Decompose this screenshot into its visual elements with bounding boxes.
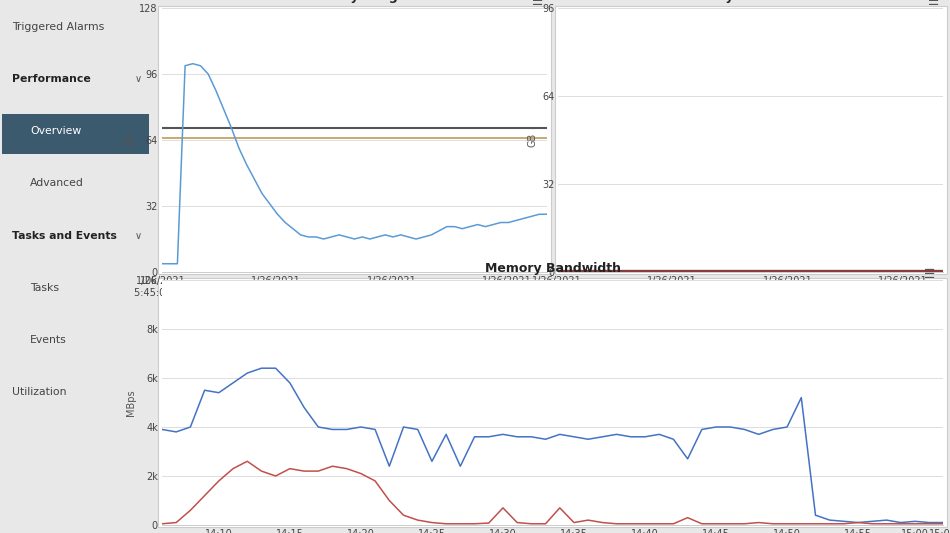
Text: ∨: ∨: [135, 231, 142, 240]
Text: ∨: ∨: [135, 74, 142, 84]
Text: ☰: ☰: [928, 0, 940, 8]
Text: Performance: Performance: [12, 74, 91, 84]
Text: Tasks and Events: Tasks and Events: [12, 231, 117, 240]
Y-axis label: GB: GB: [125, 133, 135, 147]
Text: Tasks: Tasks: [30, 283, 59, 293]
Text: ☰: ☰: [924, 268, 936, 281]
Text: Events: Events: [30, 335, 67, 345]
Title: Memory Usage: Memory Usage: [302, 0, 407, 3]
Y-axis label: MBps: MBps: [125, 389, 136, 416]
Text: Advanced: Advanced: [30, 179, 84, 188]
Legend: Compressed memory, Swapped memory, Ballooned memory: Compressed memory, Swapped memory, Ballo…: [550, 345, 913, 362]
Text: Utilization: Utilization: [12, 387, 66, 397]
Title: Memory Reclamation: Memory Reclamation: [676, 0, 825, 3]
Title: Memory Bandwidth: Memory Bandwidth: [484, 262, 620, 274]
Legend: Granted memory, Mapped memory, Active memory: Granted memory, Mapped memory, Active me…: [176, 345, 495, 362]
Text: ☰: ☰: [532, 0, 543, 8]
FancyBboxPatch shape: [2, 114, 149, 154]
Text: Triggered Alarms: Triggered Alarms: [12, 22, 104, 31]
Text: Overview: Overview: [30, 126, 82, 136]
Y-axis label: GB: GB: [527, 133, 538, 147]
